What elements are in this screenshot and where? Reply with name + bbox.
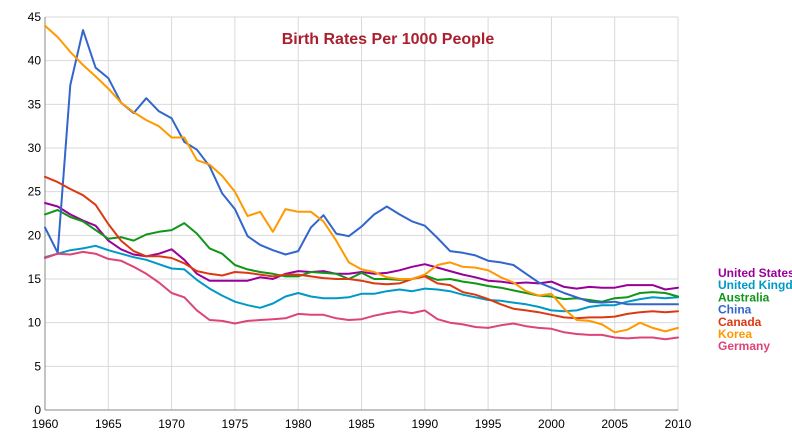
y-tick-label: 10 [28,316,42,330]
series-line-korea [44,24,679,334]
legend-entry-united-states: United States [718,266,792,280]
y-tick-label: 0 [34,403,41,417]
y-tick-label: 45 [28,10,42,24]
x-tick-label: 1995 [475,417,502,431]
x-tick-label: 1960 [32,417,59,431]
legend-entry-china: China [718,303,752,317]
x-tick-label: 1980 [285,417,312,431]
gridlines [44,16,679,411]
x-tick-label: 1990 [411,417,438,431]
x-tick-label: 2005 [601,417,628,431]
series-line-china [44,29,679,306]
y-tick-label: 30 [28,141,42,155]
y-tick-label: 25 [28,185,42,199]
y-tick-label: 35 [28,97,42,111]
legend-entry-canada: Canada [718,315,762,329]
series-line-united-kingdom [44,244,679,313]
x-tick-label: 1975 [222,417,249,431]
legend-entry-germany: Germany [718,339,770,353]
axes: 0 5 10 15 20 25 30 35 40 45 1960 1965 1970 1975 1980 19… [28,10,692,431]
y-tick-label: 20 [28,228,42,242]
x-tick-label: 1970 [158,417,185,431]
x-tick-label: 2010 [665,417,692,431]
series-line-germany [44,250,679,341]
legend-entry-korea: Korea [718,327,752,341]
y-tick-label: 40 [28,54,42,68]
x-tick-label: 1985 [348,417,375,431]
y-tick-label: 5 [34,359,41,373]
legend-entry-australia: Australia [718,290,770,304]
series-lines [44,24,679,341]
y-tick-label: 15 [28,272,42,286]
legend-entry-united-kingdom: United Kingdom [718,278,792,292]
x-tick-label: 1965 [95,417,122,431]
series-line-australia [44,209,679,303]
series-line-canada [44,175,679,320]
chart-title: Birth Rates Per 1000 People [282,31,495,48]
x-tick-label: 2000 [538,417,565,431]
